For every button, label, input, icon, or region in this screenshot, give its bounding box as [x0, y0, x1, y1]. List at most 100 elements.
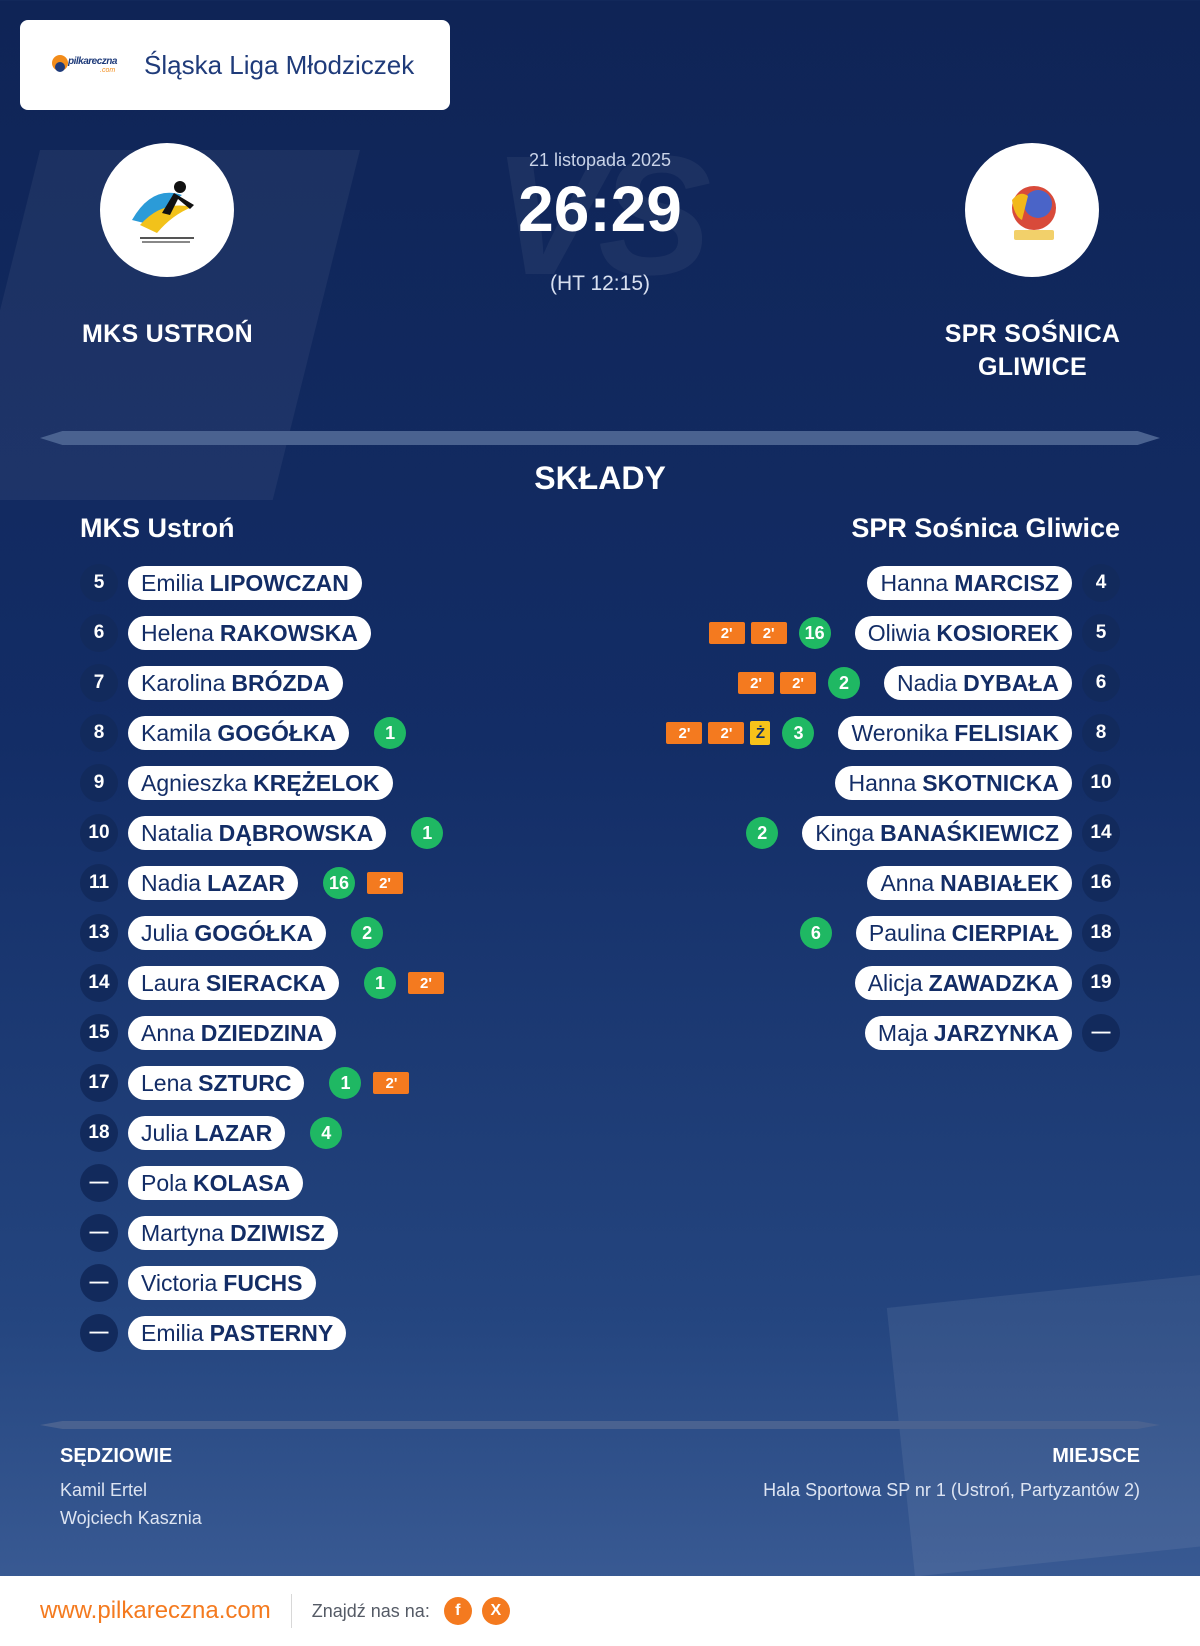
player-name[interactable]: Oliwia KOSIOREK: [854, 616, 1072, 650]
player-number: 16: [1082, 864, 1120, 902]
home-roster-title: MKS Ustroń: [80, 513, 235, 543]
website-link[interactable]: www.pilkareczna.com: [40, 1597, 271, 1624]
player-stats: 2 2' 2': [738, 667, 861, 699]
player-name[interactable]: Laura SIERACKA: [128, 966, 339, 1000]
goals-badge: 4: [310, 1117, 343, 1149]
brand-logo[interactable]: pilkareczna .com: [50, 50, 122, 80]
player-name[interactable]: Martyna DZIWISZ: [128, 1216, 338, 1250]
player-first-name: Nadia: [897, 669, 958, 696]
player-name[interactable]: Kamila GOGÓŁKA: [128, 716, 350, 750]
player-last-name: GOGÓŁKA: [194, 919, 314, 946]
player-row: 7 Karolina BRÓZDA: [80, 658, 449, 708]
player-stats: 1 2': [363, 967, 444, 999]
player-name[interactable]: Victoria FUCHS: [128, 1266, 316, 1300]
away-roster: 4 Hanna MARCISZ 5 Oliwia KOSIOREK 16 2' 2' 6 Nadia…: [666, 558, 1120, 1058]
player-row: 8 Weronika FELISIAK 3 Ż 2' 2': [666, 708, 1120, 758]
player-row: 15 Anna DZIEDZINA: [80, 1008, 449, 1058]
player-first-name: Emilia: [141, 1319, 204, 1346]
player-number: 6: [80, 614, 118, 652]
footer: www.pilkareczna.com Znajdź nas na: f X: [0, 1576, 1200, 1646]
goals-badge: 1: [363, 967, 396, 999]
player-name[interactable]: Paulina CIERPIAŁ: [855, 916, 1072, 950]
player-name[interactable]: Karolina BRÓZDA: [128, 666, 343, 700]
player-row: 10 Natalia DĄBROWSKA 1: [80, 808, 449, 858]
player-name[interactable]: Anna DZIEDZINA: [128, 1016, 337, 1050]
player-name[interactable]: Hanna MARCISZ: [867, 566, 1072, 600]
player-number: 19: [1082, 964, 1120, 1002]
player-first-name: Hanna: [880, 569, 949, 596]
suspension-badge: 2': [373, 1072, 410, 1094]
player-row: 18 Julia LAZAR 4: [80, 1108, 449, 1158]
player-first-name: Pola: [141, 1169, 188, 1196]
player-row: 18 Paulina CIERPIAŁ 6: [666, 908, 1120, 958]
goals-badge: 2: [746, 817, 779, 849]
goals-badge: 3: [782, 717, 815, 749]
league-name: Śląska Liga Młodziczek: [144, 49, 415, 80]
player-number: —: [80, 1314, 118, 1352]
player-row: 5 Oliwia KOSIOREK 16 2' 2': [666, 608, 1120, 658]
home-team-logo[interactable]: [100, 143, 234, 277]
player-last-name: FUCHS: [223, 1269, 303, 1296]
player-row: — Pola KOLASA: [80, 1158, 449, 1208]
player-name[interactable]: Nadia DYBAŁA: [884, 666, 1072, 700]
player-row: — Victoria FUCHS: [80, 1258, 449, 1308]
player-first-name: Anna: [141, 1019, 195, 1046]
player-name[interactable]: Maja JARZYNKA: [864, 1016, 1072, 1050]
player-name[interactable]: Julia LAZAR: [128, 1116, 286, 1150]
player-last-name: DYBAŁA: [963, 669, 1059, 696]
player-name[interactable]: Hanna SKOTNICKA: [835, 766, 1072, 800]
suspension-badge: 2': [407, 972, 444, 994]
suspension-badge: 2': [750, 622, 787, 644]
player-stats: 16 2' 2': [708, 617, 831, 649]
player-name[interactable]: Nadia LAZAR: [128, 866, 299, 900]
player-number: 7: [80, 664, 118, 702]
player-name[interactable]: Helena RAKOWSKA: [128, 616, 371, 650]
player-name[interactable]: Julia GOGÓŁKA: [128, 916, 327, 950]
player-name[interactable]: Alicja ZAWADZKA: [854, 966, 1072, 1000]
vs-watermark: VS: [492, 121, 712, 311]
goals-badge: 1: [374, 717, 407, 749]
referee-name: Wojciech Kasznia: [60, 1508, 202, 1528]
facebook-icon[interactable]: f: [443, 1597, 472, 1625]
brand-logo-text: pilkareczna: [68, 56, 117, 67]
player-last-name: ZAWADZKA: [928, 969, 1059, 996]
player-row: 9 Agnieszka KRĘŻELOK: [80, 758, 449, 808]
player-last-name: DZIWISZ: [230, 1219, 325, 1246]
suspension-badge: 2': [738, 672, 775, 694]
player-last-name: LIPOWCZAN: [209, 569, 349, 596]
x-icon[interactable]: X: [481, 1597, 510, 1625]
player-name[interactable]: Weronika FELISIAK: [838, 716, 1072, 750]
officials-label: SĘDZIOWIE: [60, 1445, 173, 1467]
match-date: 21 listopada 2025: [528, 150, 672, 170]
player-name[interactable]: Emilia PASTERNY: [128, 1316, 347, 1350]
suspension-badge: 2': [708, 722, 745, 744]
player-first-name: Lena: [141, 1069, 193, 1096]
player-name[interactable]: Kinga BANAŚKIEWICZ: [802, 816, 1072, 850]
away-team-logo[interactable]: [965, 143, 1099, 277]
player-name[interactable]: Agnieszka KRĘŻELOK: [128, 766, 393, 800]
player-name[interactable]: Anna NABIAŁEK: [867, 866, 1072, 900]
player-number: 14: [1082, 814, 1120, 852]
player-last-name: SIERACKA: [205, 969, 326, 996]
player-number: 15: [80, 1014, 118, 1052]
player-number: 10: [80, 814, 118, 852]
player-name[interactable]: Lena SZTURC: [128, 1066, 305, 1100]
league-header: pilkareczna .com Śląska Liga Młodziczek: [20, 20, 450, 110]
player-first-name: Natalia: [141, 819, 213, 846]
player-row: 10 Hanna SKOTNICKA: [666, 758, 1120, 808]
player-number: 4: [1082, 564, 1120, 602]
divider: [40, 1421, 1160, 1429]
footer-separator: [290, 1594, 292, 1628]
player-first-name: Anna: [880, 869, 935, 896]
home-team-name: MKS USTROŃ: [81, 320, 254, 348]
player-name[interactable]: Natalia DĄBROWSKA: [128, 816, 387, 850]
mks-ustron-logo-icon: [132, 181, 194, 243]
yellow-card-badge: Ż: [750, 721, 771, 745]
player-row: 13 Julia GOGÓŁKA 2: [80, 908, 449, 958]
player-last-name: BANAŚKIEWICZ: [880, 819, 1059, 846]
player-name[interactable]: Emilia LIPOWCZAN: [128, 566, 362, 600]
player-last-name: SZTURC: [198, 1069, 292, 1096]
venue-label: MIEJSCE: [1052, 1445, 1140, 1467]
player-last-name: KOLASA: [193, 1169, 291, 1196]
player-name[interactable]: Pola KOLASA: [128, 1166, 304, 1200]
